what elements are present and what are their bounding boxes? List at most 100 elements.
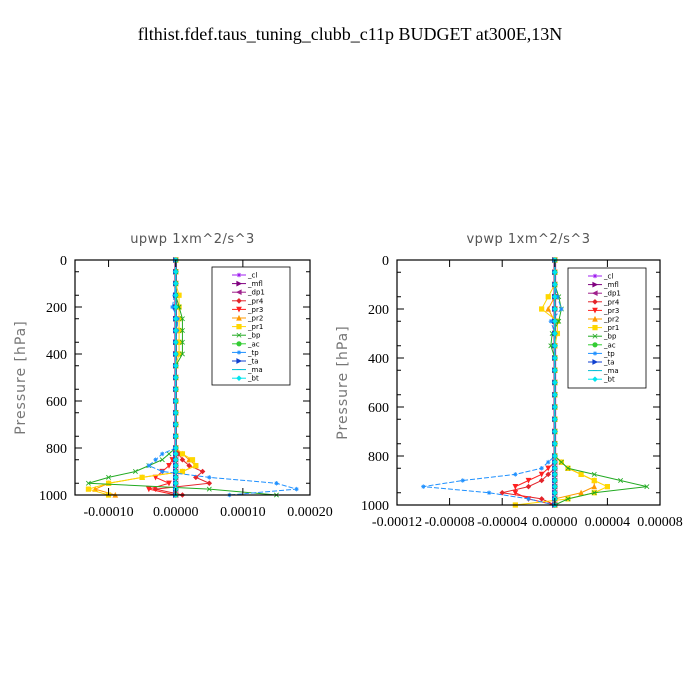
legend-item-ta: _ta: [588, 359, 615, 367]
legend-item-cl: _cl: [232, 272, 257, 280]
data-point: [539, 466, 544, 471]
legend-label: _ma: [247, 366, 263, 374]
legend-label: _ac: [603, 341, 616, 349]
data-point: [552, 477, 558, 484]
legend-label: _bt: [247, 375, 259, 383]
data-point: [552, 459, 558, 465]
data-point: [578, 489, 584, 496]
legend-label: _pr3: [603, 307, 619, 315]
data-point: [172, 386, 179, 393]
data-point: [565, 465, 571, 471]
data-point: [206, 486, 212, 492]
data-point: [552, 342, 558, 349]
legend: _cl_mfl_dp1_pr4_pr3_pr2_pr1_bp_ac_tp_ta_…: [567, 267, 647, 389]
legend-label: _cl: [247, 272, 257, 280]
x-tick-label: 0.00020: [287, 505, 333, 520]
data-point: [172, 468, 179, 475]
data-point: [552, 440, 558, 447]
data-point: [179, 339, 185, 345]
legend-item-pr1: _pr1: [232, 323, 263, 331]
data-point: [591, 477, 597, 484]
plot-frame: [74, 259, 311, 496]
data-point: [153, 457, 158, 462]
data-point: [172, 409, 179, 416]
data-point: [559, 306, 564, 312]
data-point: [545, 305, 552, 312]
legend-label: _pr2: [603, 316, 619, 324]
legend-marker: [591, 290, 598, 297]
data-point: [179, 456, 186, 463]
data-point: [294, 486, 299, 492]
data-point: [558, 459, 564, 465]
data-point: [172, 374, 179, 381]
data-point: [538, 477, 545, 484]
legend-box: [567, 267, 647, 389]
legend-marker: [592, 307, 598, 314]
data-point: [166, 480, 172, 487]
data-point: [565, 496, 571, 502]
y-tick-label: 0: [382, 254, 389, 269]
data-point: [552, 293, 558, 300]
y-tick-label: 1000: [361, 499, 389, 514]
data-point: [189, 457, 196, 463]
legend-marker: [592, 351, 598, 356]
data-point: [552, 428, 558, 435]
data-point: [552, 269, 558, 276]
data-point: [525, 483, 532, 490]
legend-item-tp: _tp: [232, 349, 259, 357]
data-point: [172, 451, 179, 457]
x-tick-label: 0.00000: [532, 515, 578, 530]
legend-marker: [236, 324, 242, 330]
legend-item-pr2: _pr2: [588, 316, 619, 324]
data-point: [421, 484, 426, 489]
data-point: [172, 339, 179, 346]
data-point: [166, 451, 172, 457]
data-point: [552, 379, 558, 386]
data-point: [539, 306, 545, 312]
legend-item-bp: _bp: [588, 333, 617, 341]
data-point: [186, 462, 192, 469]
data-point: [172, 292, 179, 299]
data-point: [179, 468, 186, 475]
y-tick-label: 200: [368, 303, 389, 318]
series-tp: [421, 257, 564, 508]
data-point: [170, 304, 175, 310]
legend-label: _cl: [603, 273, 613, 281]
data-point: [179, 328, 185, 333]
data-point: [172, 351, 179, 357]
data-point: [172, 480, 179, 487]
data-point: [545, 465, 552, 472]
data-point: [513, 472, 518, 477]
data-point: [526, 496, 531, 502]
legend-item-dp1: _dp1: [232, 289, 265, 297]
data-point: [552, 306, 558, 312]
data-point: [172, 315, 179, 322]
legend-label: _dp1: [247, 289, 265, 297]
x-tick-label: 0.00000: [153, 505, 199, 520]
data-point: [538, 471, 545, 478]
legend-item-ma: _ma: [232, 366, 263, 374]
data-point: [604, 484, 610, 490]
data-point: [172, 421, 179, 428]
data-point: [274, 481, 279, 486]
legend-item-pr1: _pr1: [588, 324, 619, 332]
legend: _cl_mfl_dp1_pr4_pr3_pr2_pr1_bp_ac_tp_ta_…: [211, 266, 291, 386]
legend-marker: [592, 315, 598, 322]
data-point: [578, 471, 584, 477]
legend-item-mfl: _mfl: [232, 280, 263, 288]
data-point: [139, 474, 145, 480]
data-point: [152, 486, 159, 492]
data-point: [193, 463, 199, 469]
legend-marker: [592, 376, 598, 382]
legend-label: _tp: [603, 350, 615, 358]
data-point: [166, 463, 172, 469]
legend-label: _tp: [247, 349, 259, 357]
legend-item-dp1: _dp1: [588, 290, 621, 298]
legend-marker: [592, 299, 598, 305]
data-point: [172, 445, 179, 451]
y-tick-label: 200: [46, 301, 67, 316]
data-point: [146, 463, 152, 468]
legend-label: _bp: [603, 333, 617, 341]
legend-label: _bp: [247, 332, 261, 340]
data-point: [460, 478, 465, 483]
